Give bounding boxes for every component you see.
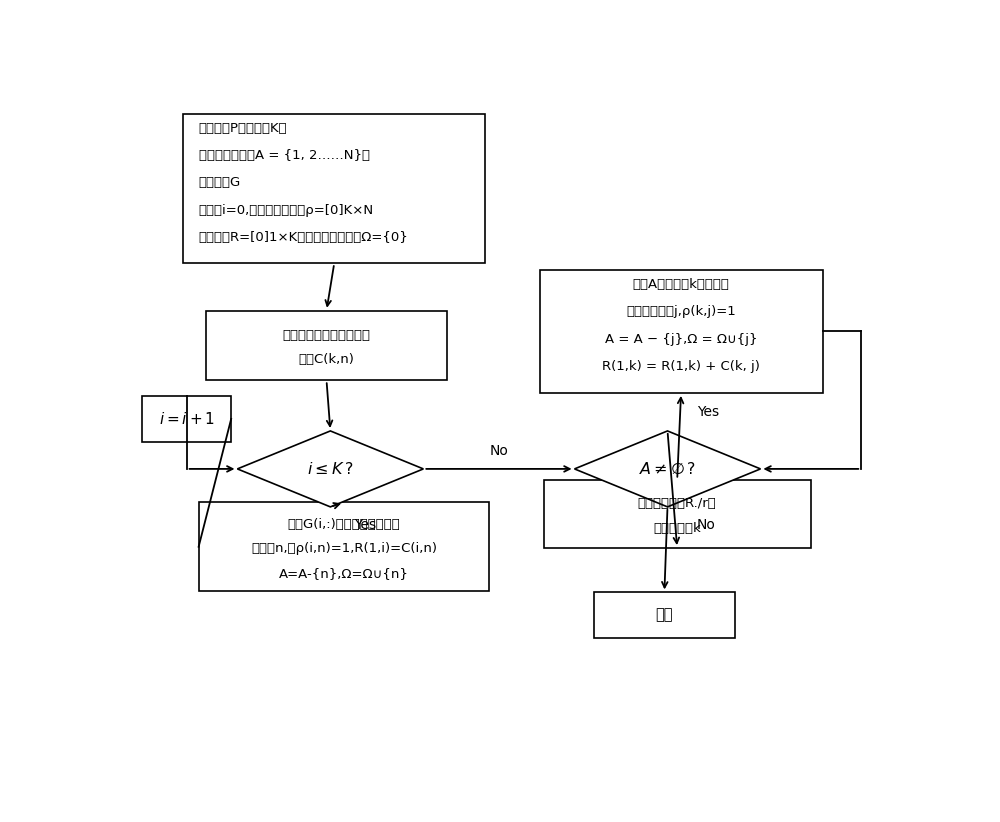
FancyBboxPatch shape: [199, 502, 489, 591]
Text: 确定功率P，用户数K，: 确定功率P，用户数K，: [199, 122, 287, 135]
Text: 子载波n,令ρ(i,n)=1,R(1,i)=C(i,n): 子载波n,令ρ(i,n)=1,R(1,i)=C(i,n): [251, 542, 437, 555]
Polygon shape: [237, 431, 423, 507]
Text: 最大的子载波j,ρ(k,j)=1: 最大的子载波j,ρ(k,j)=1: [626, 306, 736, 318]
Text: Yes: Yes: [697, 405, 719, 419]
Text: 找出A中令用户k信道增益: 找出A中令用户k信道增益: [633, 278, 730, 291]
Text: 最小的用户k: 最小的用户k: [653, 523, 701, 535]
Text: $A \neq \varnothing\,?$: $A \neq \varnothing\,?$: [639, 461, 696, 477]
Text: No: No: [697, 518, 716, 532]
Text: A=A-{n},Ω=Ω∪{n}: A=A-{n},Ω=Ω∪{n}: [279, 567, 409, 580]
FancyBboxPatch shape: [540, 270, 822, 393]
Text: 信道增益G: 信道增益G: [199, 177, 241, 189]
FancyBboxPatch shape: [142, 396, 231, 441]
Text: $i = i+1$: $i = i+1$: [159, 411, 215, 427]
Text: 可分配的子载波A = {1, 2……N}，: 可分配的子载波A = {1, 2……N}，: [199, 149, 370, 162]
Text: No: No: [490, 444, 508, 458]
Text: 退出: 退出: [656, 607, 673, 622]
FancyBboxPatch shape: [206, 311, 447, 381]
Text: 找到G(i,:)中信道增益最大的: 找到G(i,:)中信道增益最大的: [288, 518, 400, 531]
Text: 速率矩阵R=[0]1×K，已分配的子载波Ω={0}: 速率矩阵R=[0]1×K，已分配的子载波Ω={0}: [199, 231, 408, 244]
Text: 计算找出矩阵R./r中: 计算找出矩阵R./r中: [638, 497, 717, 510]
FancyBboxPatch shape: [544, 480, 811, 548]
Text: $i \leq K\,?$: $i \leq K\,?$: [307, 461, 354, 477]
Text: 初始化i=0,子载波分配矩阵ρ=[0]K×N: 初始化i=0,子载波分配矩阵ρ=[0]K×N: [199, 204, 374, 216]
Text: Yes: Yes: [354, 518, 376, 532]
Text: R(1,k) = R(1,k) + C(k, j): R(1,k) = R(1,k) + C(k, j): [602, 360, 760, 373]
Polygon shape: [574, 431, 761, 507]
FancyBboxPatch shape: [594, 593, 735, 638]
Text: A = A − {j},Ω = Ω∪{j}: A = A − {j},Ω = Ω∪{j}: [605, 333, 757, 346]
Text: 容量C(k,n): 容量C(k,n): [299, 353, 354, 366]
Text: 均分功率，计算初始信道: 均分功率，计算初始信道: [283, 329, 370, 342]
FancyBboxPatch shape: [183, 114, 485, 263]
